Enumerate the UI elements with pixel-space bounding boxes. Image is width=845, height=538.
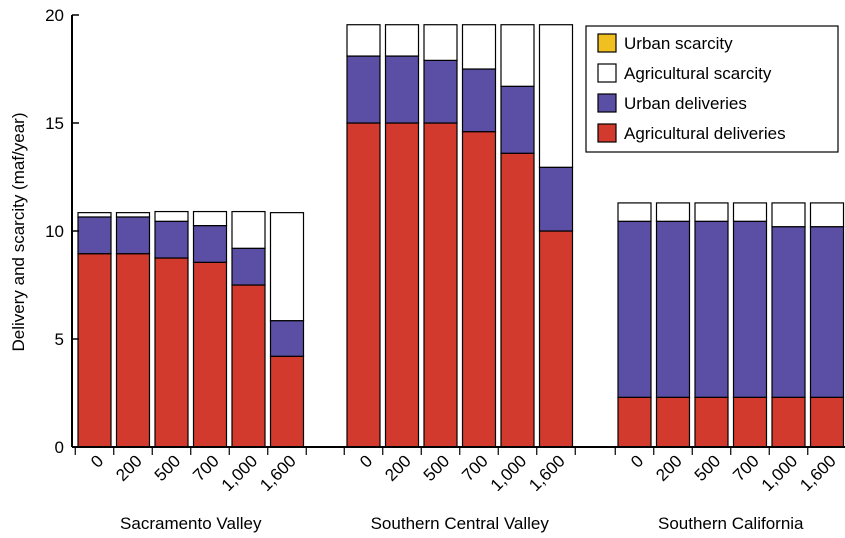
bar-segment-urban-deliveries xyxy=(384,55,420,124)
bar-segment-agricultural-deliveries xyxy=(346,122,381,448)
bar-segment-agricultural-deliveries xyxy=(269,355,305,448)
y-tick-label: 15 xyxy=(45,114,64,133)
group-label: Sacramento Valley xyxy=(120,514,262,533)
y-tick-label: 5 xyxy=(55,330,64,349)
x-tick-label: 700 xyxy=(458,451,491,484)
x-tick-label: 700 xyxy=(729,451,762,484)
x-tick-label: 1,000 xyxy=(487,451,531,495)
legend-label: Agricultural scarcity xyxy=(624,64,772,83)
x-tick-label: 1,600 xyxy=(525,451,569,495)
bar-segment-urban-deliveries xyxy=(655,220,691,398)
bar-segment-urban-deliveries xyxy=(771,226,806,398)
bar-segment-urban-deliveries xyxy=(461,68,497,133)
bar-segment-agricultural-deliveries xyxy=(732,396,768,448)
bar-segment-agricultural-deliveries xyxy=(809,396,845,448)
bar-segment-agricultural-scarcity xyxy=(346,24,381,57)
bar-segment-agricultural-deliveries xyxy=(538,230,574,448)
bar-segment-urban-deliveries xyxy=(500,85,535,154)
bar-segment-agricultural-scarcity xyxy=(500,24,535,87)
x-tick-label: 1,000 xyxy=(218,451,262,495)
bar-segment-agricultural-scarcity xyxy=(154,210,189,222)
bar-segment-urban-deliveries xyxy=(77,216,112,255)
bar-segment-agricultural-deliveries xyxy=(694,396,729,448)
legend-swatch xyxy=(597,33,617,53)
bar-segment-urban-deliveries xyxy=(154,220,189,259)
bar-segment-agricultural-deliveries xyxy=(154,257,189,448)
bar-segment-agricultural-scarcity xyxy=(115,212,151,218)
bar-segment-urban-deliveries xyxy=(115,216,151,255)
bar-segment-agricultural-scarcity xyxy=(192,210,228,227)
y-axis-title: Delivery and scarcity (maf/year) xyxy=(9,112,28,351)
x-tick-label: 1,600 xyxy=(796,451,840,495)
bar-segment-agricultural-scarcity xyxy=(732,202,768,222)
legend-label: Agricultural deliveries xyxy=(624,124,786,143)
x-tick-label: 1,600 xyxy=(256,451,300,495)
axes-layer: 0 5 10 15 20 xyxy=(45,6,845,457)
bar-segment-agricultural-scarcity xyxy=(423,24,458,61)
group-labels: Sacramento Valley Southern Central Valley… xyxy=(120,514,804,533)
bar-segment-agricultural-deliveries xyxy=(500,152,535,448)
legend: Urban scarcity Agricultural scarcity Urban… xyxy=(585,25,839,153)
legend-label: Urban scarcity xyxy=(624,34,733,53)
bar-segment-urban-deliveries xyxy=(231,247,266,286)
bar-segment-agricultural-deliveries xyxy=(423,122,458,448)
bar-segment-agricultural-deliveries xyxy=(115,253,151,448)
bar-segment-urban-deliveries xyxy=(538,166,574,232)
bar-segment-agricultural-scarcity xyxy=(809,202,845,228)
bar-segment-agricultural-scarcity xyxy=(461,24,497,70)
x-tick-label: 200 xyxy=(381,451,414,484)
legend-swatch xyxy=(597,63,617,83)
bar-segment-agricultural-deliveries xyxy=(192,261,228,448)
bar-segment-agricultural-deliveries xyxy=(231,284,266,448)
legend-swatch xyxy=(597,123,617,143)
x-tick-label: 0 xyxy=(356,451,376,471)
x-tick-label: 200 xyxy=(652,451,685,484)
group-label: Southern Central Valley xyxy=(371,514,550,533)
legend-label: Urban deliveries xyxy=(624,94,747,113)
x-tick-label: 0 xyxy=(87,451,107,471)
bar-segment-agricultural-deliveries xyxy=(461,131,497,448)
bar-segment-urban-deliveries xyxy=(617,220,652,398)
x-tick-label: 0 xyxy=(627,451,647,471)
bar-segment-urban-deliveries xyxy=(192,225,228,263)
x-tick-label: 700 xyxy=(189,451,222,484)
bar-segment-agricultural-scarcity xyxy=(617,202,652,222)
bar-segment-agricultural-scarcity xyxy=(77,212,112,218)
x-tick-label: 500 xyxy=(151,451,184,484)
x-tick-label: 500 xyxy=(420,451,453,484)
bar-segment-agricultural-deliveries xyxy=(655,396,691,448)
bar-segment-agricultural-deliveries xyxy=(617,396,652,448)
bar-segment-agricultural-deliveries xyxy=(771,396,806,448)
x-tick-label: 500 xyxy=(691,451,724,484)
y-tick-label: 0 xyxy=(55,438,64,457)
group-label: Southern California xyxy=(658,514,804,533)
bar-segment-agricultural-scarcity xyxy=(538,24,574,168)
bar-segment-agricultural-scarcity xyxy=(384,24,420,57)
bar-segment-agricultural-scarcity xyxy=(771,202,806,228)
bar-segment-urban-deliveries xyxy=(346,55,381,124)
bar-segment-agricultural-scarcity xyxy=(694,202,729,222)
bar-segment-urban-deliveries xyxy=(809,226,845,398)
bar-segment-agricultural-deliveries xyxy=(384,122,420,448)
bar-segment-urban-deliveries xyxy=(423,59,458,124)
bar-segment-urban-deliveries xyxy=(694,220,729,398)
bar-segment-urban-deliveries xyxy=(732,220,768,398)
bar-segment-agricultural-scarcity xyxy=(231,210,266,249)
y-tick-label: 20 xyxy=(45,6,64,25)
bar-segment-agricultural-scarcity xyxy=(655,202,691,222)
y-tick-label: 10 xyxy=(45,222,64,241)
x-tick-label: 1,000 xyxy=(758,451,802,495)
bar-segment-urban-deliveries xyxy=(269,320,305,357)
legend-swatch xyxy=(597,93,617,113)
legend-box xyxy=(585,25,839,153)
bar-segment-agricultural-deliveries xyxy=(77,253,112,448)
bar-segment-agricultural-scarcity xyxy=(269,212,305,322)
x-tick-label: 200 xyxy=(112,451,145,484)
